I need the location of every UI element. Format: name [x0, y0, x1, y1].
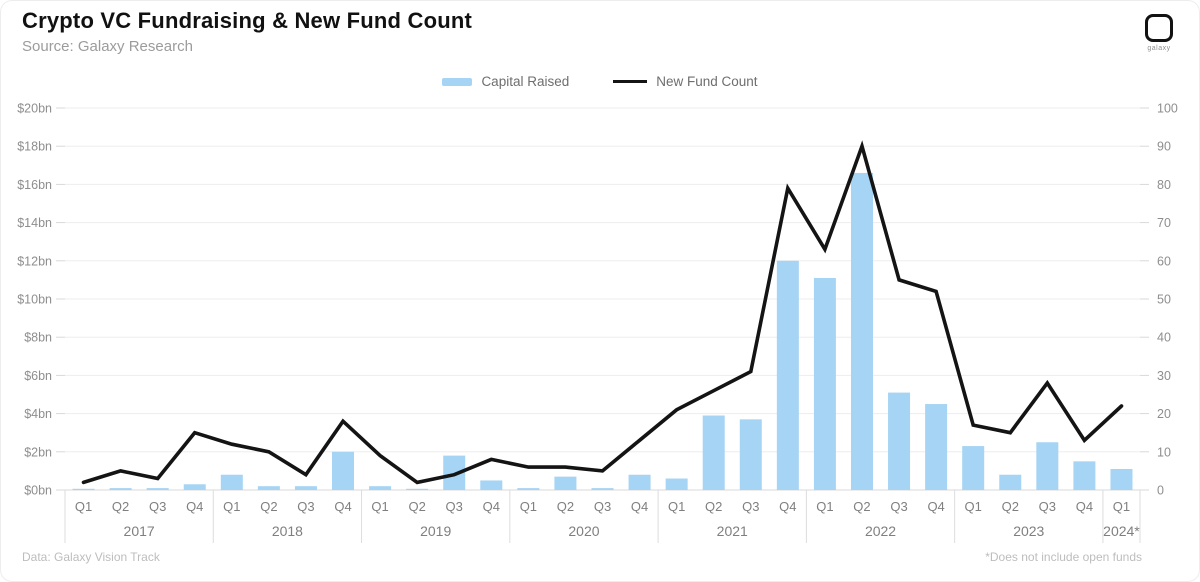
svg-text:$12bn: $12bn	[17, 254, 52, 268]
svg-text:Q1: Q1	[1113, 499, 1130, 514]
legend-label-capital-raised: Capital Raised	[481, 74, 570, 89]
svg-text:2019: 2019	[420, 523, 451, 539]
svg-text:$6bn: $6bn	[24, 369, 52, 383]
svg-text:Q1: Q1	[965, 499, 982, 514]
svg-text:$18bn: $18bn	[17, 140, 52, 154]
legend-item-new-fund-count: New Fund Count	[613, 74, 758, 89]
svg-text:2017: 2017	[124, 523, 155, 539]
svg-text:40: 40	[1157, 331, 1171, 345]
line-swatch-icon	[613, 79, 648, 84]
svg-text:Q4: Q4	[334, 499, 351, 514]
svg-text:Q2: Q2	[1002, 499, 1019, 514]
svg-text:90: 90	[1157, 140, 1171, 154]
svg-text:Q3: Q3	[446, 499, 463, 514]
svg-text:10: 10	[1157, 445, 1171, 459]
svg-text:Q3: Q3	[149, 499, 166, 514]
svg-text:0: 0	[1157, 484, 1164, 498]
svg-text:$8bn: $8bn	[24, 331, 52, 345]
svg-text:20: 20	[1157, 407, 1171, 421]
svg-text:2020: 2020	[568, 523, 599, 539]
svg-text:Q3: Q3	[297, 499, 314, 514]
footer-footnote: *Does not include open funds	[985, 550, 1142, 564]
svg-text:Q4: Q4	[927, 499, 944, 514]
svg-text:$16bn: $16bn	[17, 178, 52, 192]
svg-text:$0bn: $0bn	[24, 484, 52, 498]
page-title: Crypto VC Fundraising & New Fund Count	[22, 8, 473, 33]
svg-text:2022: 2022	[865, 523, 896, 539]
svg-text:Q1: Q1	[668, 499, 685, 514]
svg-text:Q3: Q3	[594, 499, 611, 514]
svg-text:2018: 2018	[272, 523, 303, 539]
svg-text:Q2: Q2	[853, 499, 870, 514]
svg-text:Q2: Q2	[112, 499, 129, 514]
svg-text:Q3: Q3	[742, 499, 759, 514]
legend-item-capital-raised: Capital Raised	[442, 74, 569, 89]
svg-text:Q2: Q2	[260, 499, 277, 514]
galaxy-logo-icon	[1145, 14, 1173, 42]
svg-text:70: 70	[1157, 216, 1171, 230]
footer-data-source: Data: Galaxy Vision Track	[22, 550, 160, 564]
svg-text:$4bn: $4bn	[24, 407, 52, 421]
svg-text:Q2: Q2	[408, 499, 425, 514]
svg-text:$10bn: $10bn	[17, 293, 52, 307]
svg-text:Q1: Q1	[75, 499, 92, 514]
svg-text:50: 50	[1157, 293, 1171, 307]
svg-text:100: 100	[1157, 102, 1178, 116]
svg-text:Q4: Q4	[186, 499, 203, 514]
bar-swatch-icon	[442, 77, 473, 86]
legend-label-new-fund-count: New Fund Count	[656, 74, 758, 89]
svg-text:Q2: Q2	[705, 499, 722, 514]
svg-text:Q4: Q4	[631, 499, 648, 514]
svg-text:$20bn: $20bn	[17, 102, 52, 116]
source-label: Source: Galaxy Research	[22, 38, 193, 55]
svg-text:2023: 2023	[1013, 523, 1044, 539]
svg-text:Q4: Q4	[1076, 499, 1093, 514]
svg-text:Q3: Q3	[890, 499, 907, 514]
svg-text:2021: 2021	[717, 523, 748, 539]
svg-text:Q1: Q1	[223, 499, 240, 514]
svg-text:Q3: Q3	[1039, 499, 1056, 514]
galaxy-logo-text: galaxy	[1147, 45, 1171, 52]
galaxy-logo: galaxy	[1136, 14, 1182, 52]
svg-text:Q1: Q1	[816, 499, 833, 514]
svg-text:Q4: Q4	[483, 499, 500, 514]
svg-text:60: 60	[1157, 254, 1171, 268]
svg-text:80: 80	[1157, 178, 1171, 192]
svg-text:Q2: Q2	[557, 499, 574, 514]
svg-text:$14bn: $14bn	[17, 216, 52, 230]
legend: Capital Raised New Fund Count	[0, 74, 1200, 89]
svg-text:Q1: Q1	[371, 499, 388, 514]
svg-text:$2bn: $2bn	[24, 445, 52, 459]
svg-text:Q4: Q4	[779, 499, 796, 514]
svg-text:2024*: 2024*	[1103, 523, 1140, 539]
svg-text:30: 30	[1157, 369, 1171, 383]
svg-text:Q1: Q1	[520, 499, 537, 514]
